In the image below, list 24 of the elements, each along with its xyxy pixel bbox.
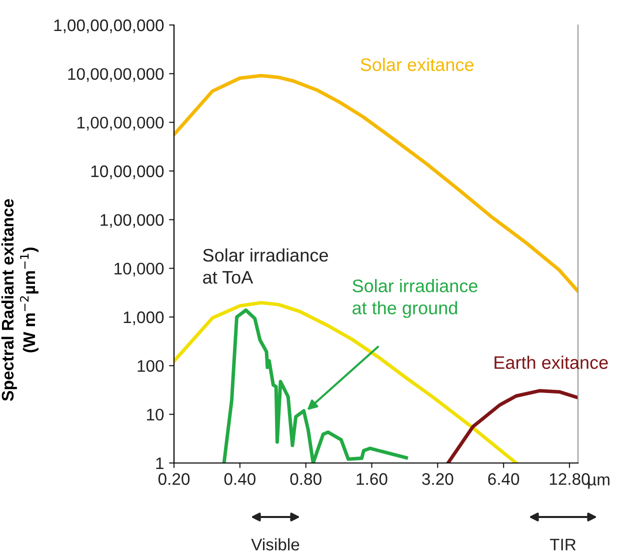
text: Visible (251, 538, 300, 550)
x-tick-label: 0.20 (158, 473, 190, 485)
y-tick-label: 1,000 (124, 311, 164, 326)
y-tick-label: 10,00,000 (91, 165, 164, 180)
x-tick-label: 0.80 (290, 473, 322, 485)
x-tick-label: 3.20 (422, 473, 454, 485)
y-tick-label: 1 (156, 458, 164, 470)
y-tick-label: 10,000 (114, 262, 164, 277)
y-tick-label: 1,00,000 (100, 214, 164, 228)
series-label: Solar irradiance at ToA (203, 248, 328, 284)
x-tick-label: 12.80 (550, 473, 590, 485)
x-tick-label: 0.40 (224, 473, 256, 485)
x-tick-label: 6.40 (488, 473, 520, 485)
y-tick-label: 10,00,00,000 (68, 68, 164, 82)
text: Solar irradiance at the ground (352, 279, 478, 318)
y-tick-label: 100 (138, 360, 164, 372)
text: TIR (550, 538, 576, 550)
x-tick-label: 1.60 (356, 473, 388, 485)
text: Solar exitance (360, 58, 474, 72)
y-tick-label: 1,00,00,000 (78, 116, 164, 131)
y-tick-label: 1,00,00,00,000 (54, 19, 164, 34)
y-axis-title: Spectral Radiant exitance (W m$^{−2}$µm$^{−1}$) (1, 199, 38, 401)
y-tick-label: 10 (147, 408, 164, 421)
series-label: Earth exitance (494, 356, 608, 369)
